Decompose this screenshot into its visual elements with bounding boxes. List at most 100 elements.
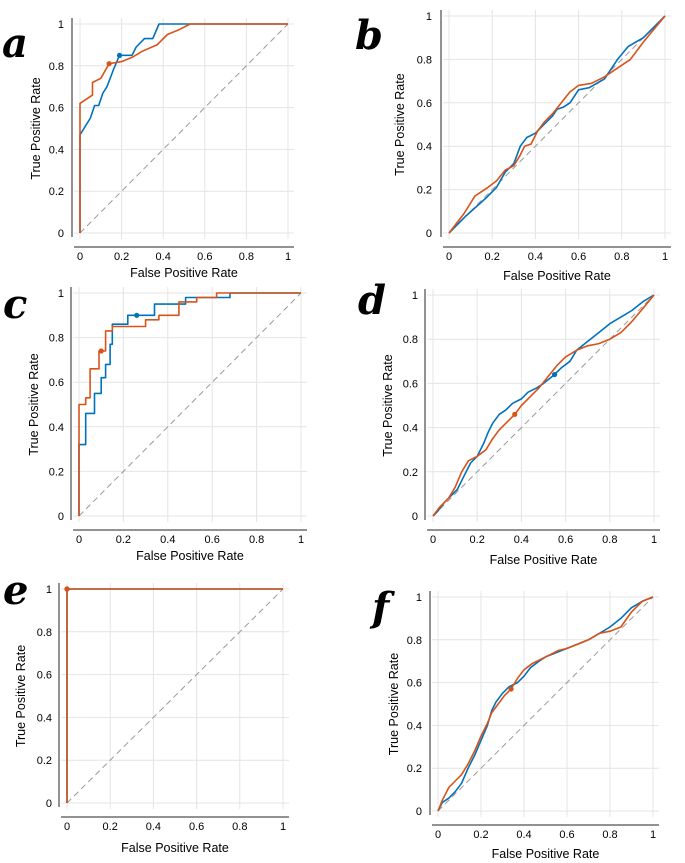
y-tick-label: 0.2 xyxy=(49,186,64,198)
y-tick-label: 0.2 xyxy=(407,763,422,775)
chance-diagonal-line xyxy=(448,15,666,234)
x-tick-label: 0.2 xyxy=(470,534,485,546)
chance-diagonal-line xyxy=(78,292,302,517)
roc-panel-d: d 0 0.2 0.4 0.6 0.8 1 0 0.2 0.4 0.6 0.8 1 False Posit… xyxy=(358,277,660,567)
x-tick-label: 0.4 xyxy=(528,251,543,263)
x-tick-label: 1 xyxy=(285,251,291,263)
x-tick-label: 0.8 xyxy=(232,821,247,833)
x-tick-label: 0.2 xyxy=(485,251,500,263)
y-tick-label: 0.6 xyxy=(403,378,418,390)
y-tick-label: 0 xyxy=(46,798,52,810)
roc-curve-series2 xyxy=(78,292,301,516)
y-tick-label: 0.2 xyxy=(417,185,432,197)
x-tick-label: 0 xyxy=(446,251,452,263)
roc-panel-f: f 0 0.2 0.4 0.6 0.8 1 0 0.2 0.4 0.6 0.8 1 False Posit… xyxy=(369,584,659,861)
y-tick-label: 0.4 xyxy=(403,423,418,435)
operating-point-marker-series2 xyxy=(64,586,70,592)
roc-curve-series1 xyxy=(437,596,654,812)
x-tick-label: 0.4 xyxy=(156,251,171,263)
panel-letter: d xyxy=(358,277,386,324)
panel-letter: b xyxy=(355,12,383,59)
x-tick-label: 0.4 xyxy=(514,534,529,546)
x-tick-label: 0.8 xyxy=(249,534,264,546)
x-axis-label: False Positive Rate xyxy=(121,841,229,855)
y-axis-label: True Positive Rate xyxy=(29,77,43,179)
x-tick-label: 0.8 xyxy=(602,829,617,841)
operating-point-marker-series2 xyxy=(98,348,104,354)
y-tick-label: 0.6 xyxy=(49,377,64,389)
operating-point-marker-series1 xyxy=(116,52,123,58)
y-tick-label: 0.6 xyxy=(37,670,52,682)
chance-diagonal-line xyxy=(432,294,655,517)
y-tick-label: 0.8 xyxy=(417,54,432,66)
y-axis-label: True Positive Rate xyxy=(14,645,28,747)
x-tick-label: 0.6 xyxy=(189,821,204,833)
chance-diagonal-line xyxy=(437,596,654,812)
y-tick-label: 1 xyxy=(416,592,422,604)
x-tick-label: 0.4 xyxy=(516,829,531,841)
x-tick-label: 0.2 xyxy=(473,829,488,841)
roc-panel-c: c 0 0.2 0.4 0.6 0.8 1 0 0.2 0.4 0.6 0.8 1 False Posit… xyxy=(3,281,307,563)
y-axis-label: True Positive Rate xyxy=(393,73,407,175)
y-tick-label: 1 xyxy=(58,19,64,31)
x-axis-label: False Positive Rate xyxy=(130,266,238,280)
x-tick-label: 0 xyxy=(435,829,441,841)
x-tick-label: 0.4 xyxy=(160,534,175,546)
panel-letter: e xyxy=(3,567,28,614)
x-tick-label: 0.6 xyxy=(197,251,212,263)
x-tick-label: 0.8 xyxy=(614,251,629,263)
y-tick-label: 0 xyxy=(426,228,432,240)
y-tick-label: 1 xyxy=(426,11,432,23)
x-tick-label: 0 xyxy=(64,821,70,833)
y-tick-label: 0.2 xyxy=(49,466,64,478)
x-tick-label: 0.4 xyxy=(146,821,161,833)
operating-point-marker-series2 xyxy=(508,686,514,692)
chance-diagonal-line xyxy=(79,23,289,234)
panel-letter: f xyxy=(369,584,395,631)
y-tick-label: 1 xyxy=(412,290,418,302)
y-tick-label: 0.8 xyxy=(49,61,64,73)
x-tick-label: 1 xyxy=(651,534,657,546)
roc-curve-series2 xyxy=(79,23,288,233)
y-tick-label: 0.2 xyxy=(37,755,52,767)
x-tick-label: 1 xyxy=(280,821,286,833)
x-tick-label: 0 xyxy=(77,251,83,263)
y-axis-label: True Positive Rate xyxy=(27,353,41,455)
y-tick-label: 0.8 xyxy=(407,635,422,647)
x-axis-label: False Positive Rate xyxy=(136,549,244,563)
y-tick-label: 0.4 xyxy=(417,141,432,153)
y-axis-label: True Positive Rate xyxy=(381,354,395,456)
x-axis-label: False Positive Rate xyxy=(492,847,600,861)
x-tick-label: 0.2 xyxy=(116,534,131,546)
y-tick-label: 0.4 xyxy=(49,144,64,156)
roc-curve-series2 xyxy=(437,596,654,812)
roc-curve-series1 xyxy=(432,294,655,517)
y-tick-label: 0.8 xyxy=(403,334,418,346)
y-tick-label: 0 xyxy=(412,511,418,523)
x-tick-label: 0.2 xyxy=(114,251,129,263)
y-tick-label: 1 xyxy=(58,288,64,300)
roc-curve-series2 xyxy=(448,15,666,234)
y-tick-label: 0.4 xyxy=(49,422,64,434)
x-tick-label: 1 xyxy=(298,534,304,546)
y-axis-label: True Positive Rate xyxy=(387,653,401,755)
y-tick-label: 1 xyxy=(46,584,52,596)
y-tick-label: 0.8 xyxy=(49,333,64,345)
x-tick-label: 0.6 xyxy=(205,534,220,546)
roc-curve-series2 xyxy=(432,294,655,517)
y-tick-label: 0.6 xyxy=(417,98,432,110)
y-tick-label: 0.6 xyxy=(49,103,64,115)
y-tick-label: 0.4 xyxy=(407,720,422,732)
y-tick-label: 0.8 xyxy=(37,627,52,639)
x-axis-label: False Positive Rate xyxy=(503,269,611,283)
operating-point-marker-series2 xyxy=(512,411,518,417)
roc-panel-b: b 0 0.2 0.4 0.6 0.8 1 0 0.2 0.4 0.6 0.8 1 False Posit… xyxy=(355,10,671,283)
panel-letter: a xyxy=(2,20,28,67)
roc-curve-series1 xyxy=(448,15,666,234)
roc-panel-a: a 0 0.2 0.4 0.6 0.8 1 0 0.2 0.4 0.6 0.8 1 False Posit… xyxy=(2,18,294,280)
panel-letter: c xyxy=(3,281,27,328)
chance-diagonal-line xyxy=(66,588,284,804)
x-axis-label: False Positive Rate xyxy=(490,553,598,567)
y-tick-label: 0 xyxy=(58,511,64,523)
